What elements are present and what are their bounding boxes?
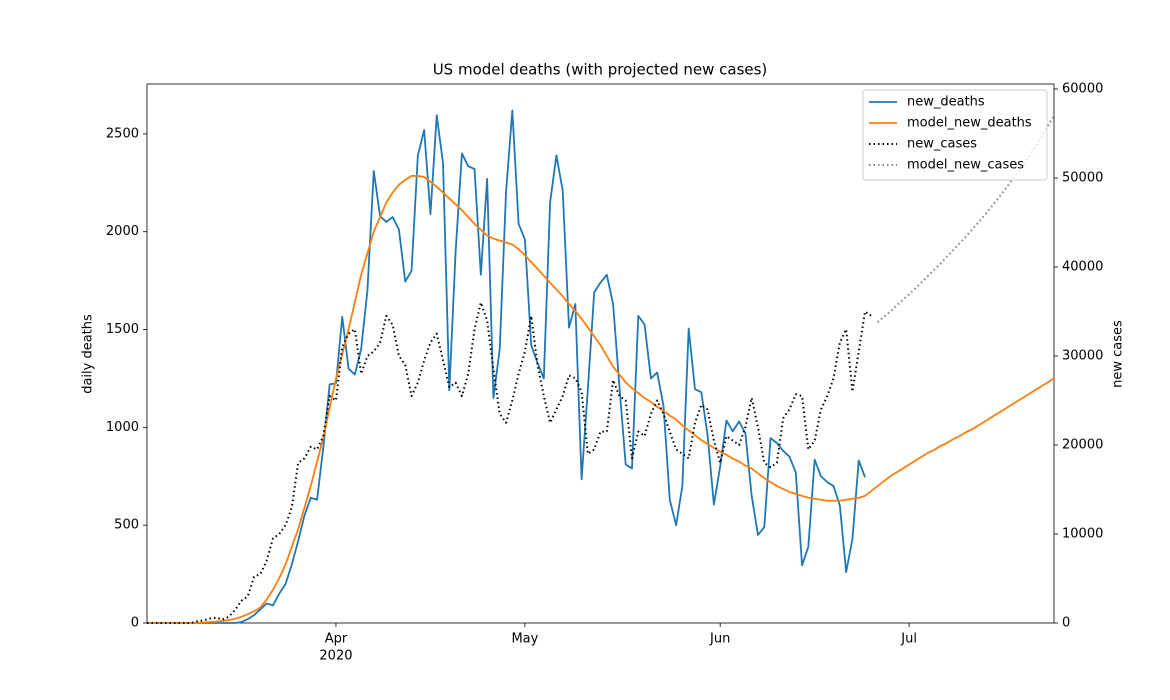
- y2-tick-label: 60000: [1062, 81, 1103, 96]
- y2-tick-label: 50000: [1062, 170, 1103, 185]
- data-line: [876, 115, 1055, 323]
- data-line: [147, 301, 872, 624]
- y-tick-label: 1500: [106, 322, 139, 337]
- x-year-label: 2020: [319, 649, 352, 664]
- y-tick-label: 2500: [106, 126, 139, 141]
- x-tick-label: May: [511, 632, 538, 647]
- x-tick-label: Jun: [709, 632, 730, 647]
- legend: new_deaths model_new_deaths new_casesmodel…: [862, 89, 1048, 181]
- y2-tick-label: 0: [1062, 616, 1070, 631]
- legend-label: model_new_cases: [907, 158, 1024, 173]
- y-tick-label: 500: [114, 518, 139, 533]
- y2-tick-label: 30000: [1062, 348, 1103, 363]
- data-line: [147, 109, 866, 624]
- y-tick-label: 2000: [106, 224, 139, 239]
- legend-box: [862, 89, 1048, 181]
- y-tick-label: 1000: [106, 420, 139, 435]
- legend-label: new_cases: [907, 137, 977, 152]
- legend-label: new_deaths: [907, 95, 985, 110]
- y-axis-label: daily deaths: [81, 314, 96, 394]
- data-line: [147, 175, 1055, 624]
- legend-label: model_new_deaths: [907, 116, 1032, 131]
- y2-tick-label: 20000: [1062, 437, 1103, 452]
- y2-tick-label: 40000: [1062, 259, 1103, 274]
- y2-tick-label: 10000: [1062, 526, 1103, 541]
- y-tick-label: 0: [131, 616, 139, 631]
- x-tick-label: Jul: [900, 632, 917, 647]
- y2-axis-label: new cases: [1111, 320, 1126, 388]
- x-tick-label: Apr: [325, 632, 348, 647]
- plot-frame: [146, 83, 1055, 624]
- chart-title: US model deaths (with projected new case…: [433, 61, 768, 79]
